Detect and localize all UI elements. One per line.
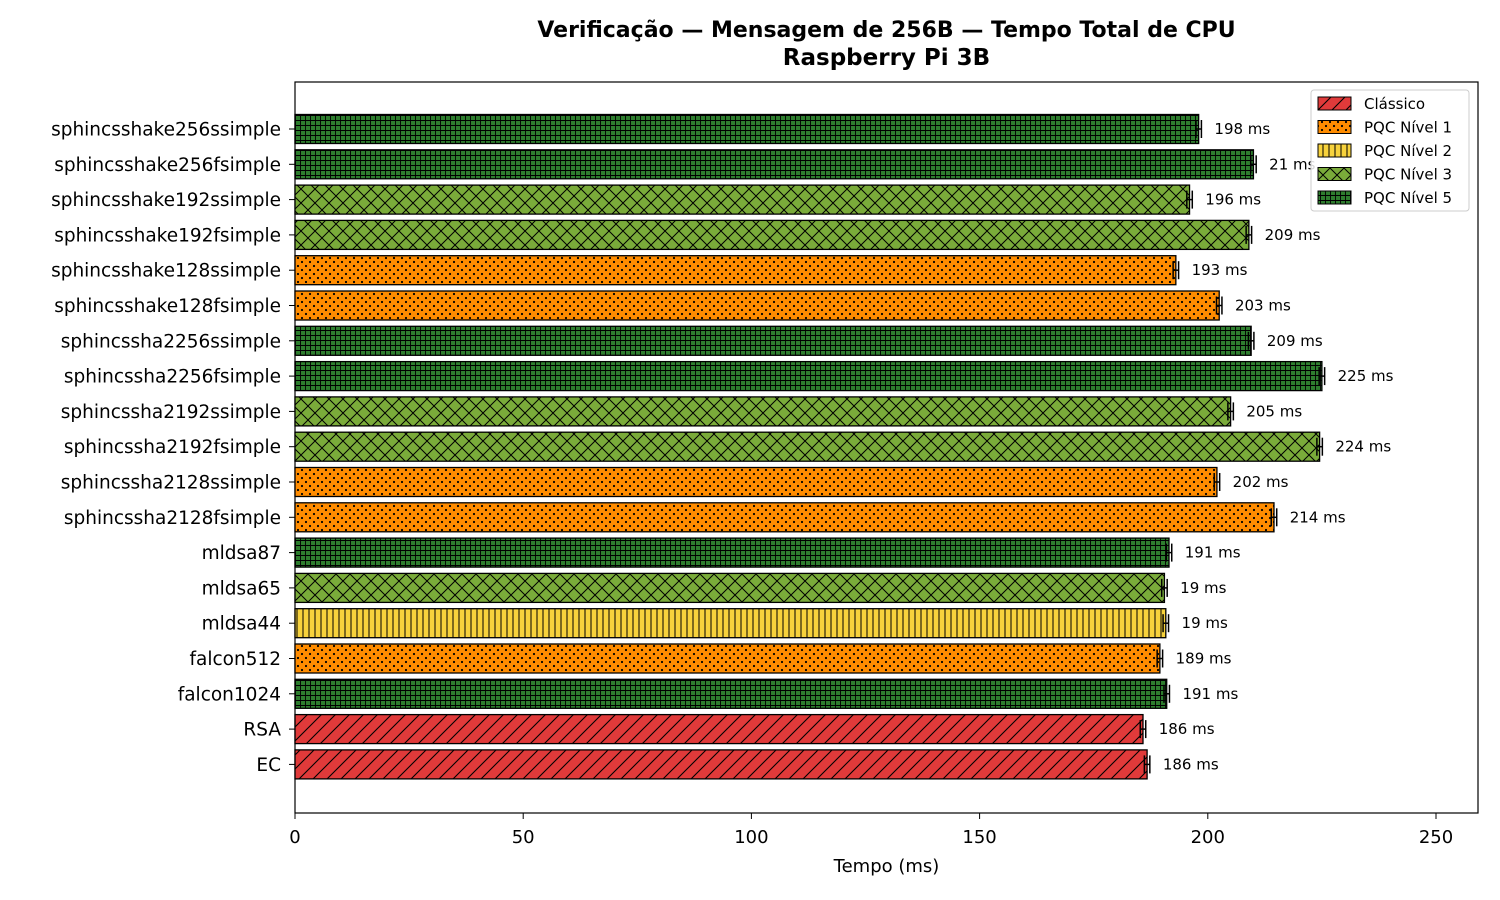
bar	[294, 678, 1168, 709]
bar	[294, 749, 1148, 780]
data-label: 21 ms	[1269, 155, 1315, 173]
data-label: 191 ms	[1182, 685, 1238, 703]
data-label: 202 ms	[1233, 473, 1289, 491]
legend-swatch	[1317, 167, 1352, 181]
bar	[294, 713, 1144, 745]
y-tick-label: sphincssha2128fsimple	[64, 508, 281, 529]
y-tick-label: falcon512	[189, 649, 281, 670]
legend-swatch	[1317, 190, 1352, 205]
y-tick-label: mldsa44	[202, 614, 281, 635]
y-tick-label: falcon1024	[178, 684, 281, 705]
bar	[294, 325, 1252, 356]
bar	[294, 396, 1232, 427]
y-tick-label: sphincsshake256ssimple	[51, 120, 281, 141]
bar	[294, 219, 1250, 251]
legend-swatch	[1317, 143, 1352, 158]
x-tick-label: 250	[1419, 827, 1453, 848]
y-tick-label: sphincsshake192fsimple	[54, 225, 281, 246]
data-label: 205 ms	[1246, 402, 1302, 420]
y-tick-label: sphincsshake256fsimple	[54, 155, 281, 176]
bar	[294, 466, 1218, 498]
bar	[294, 290, 1220, 321]
y-tick-label: RSA	[243, 720, 281, 741]
bar	[294, 113, 1200, 145]
legend-label: Clássico	[1364, 95, 1425, 113]
y-tick-label: sphincssha2256fsimple	[64, 367, 281, 388]
bar	[294, 502, 1275, 533]
legend-label: PQC Nível 2	[1364, 142, 1452, 160]
bar	[294, 360, 1323, 392]
legend-label: PQC Nível 5	[1364, 189, 1452, 207]
bar	[294, 149, 1255, 180]
data-label: 189 ms	[1176, 650, 1232, 668]
data-label: 191 ms	[1185, 544, 1241, 562]
chart-subtitle: Raspberry Pi 3B	[782, 45, 991, 71]
data-label: 198 ms	[1214, 120, 1270, 138]
y-tick-label: mldsa87	[202, 543, 281, 564]
bar	[294, 643, 1161, 674]
y-tick-label: sphincsshake128fsimple	[54, 296, 281, 317]
x-tick-label: 150	[962, 827, 996, 848]
y-tick-label: sphincsshake128ssimple	[51, 261, 281, 282]
data-label: 203 ms	[1235, 297, 1291, 315]
data-label: 186 ms	[1163, 755, 1219, 773]
bar	[294, 255, 1177, 286]
legend-swatch	[1317, 120, 1352, 134]
legend-label: PQC Nível 3	[1364, 166, 1452, 184]
x-tick-label: 200	[1191, 827, 1225, 848]
data-label: 19 ms	[1180, 579, 1226, 597]
y-tick-label: sphincssha2192ssimple	[61, 402, 281, 423]
x-tick-label: 0	[289, 827, 300, 848]
bar	[294, 184, 1191, 215]
data-label: 214 ms	[1290, 508, 1346, 526]
x-axis-label: Tempo (ms)	[833, 856, 940, 877]
data-label: 224 ms	[1335, 438, 1391, 456]
bar	[294, 431, 1321, 462]
data-label: 196 ms	[1205, 191, 1261, 209]
bar	[294, 537, 1170, 568]
legend-label: PQC Nível 1	[1364, 119, 1452, 137]
legend-swatch	[1317, 96, 1352, 111]
data-label: 209 ms	[1267, 332, 1323, 350]
y-tick-label: mldsa65	[202, 578, 281, 599]
bar	[294, 572, 1166, 604]
x-tick-label: 50	[512, 827, 535, 848]
data-label: 209 ms	[1265, 226, 1321, 244]
y-tick-label: sphincssha2128ssimple	[61, 473, 281, 494]
y-tick-label: EC	[256, 755, 281, 776]
data-label: 19 ms	[1182, 614, 1228, 632]
y-tick-label: sphincssha2256ssimple	[61, 331, 281, 352]
chart-title: Verificação — Mensagem de 256B — Tempo T…	[537, 18, 1236, 43]
data-label: 186 ms	[1159, 720, 1215, 738]
x-tick-label: 100	[734, 827, 768, 848]
bar	[294, 608, 1167, 639]
y-tick-label: sphincsshake192ssimple	[51, 190, 281, 211]
y-tick-label: sphincssha2192fsimple	[64, 437, 281, 458]
data-label: 225 ms	[1338, 367, 1394, 385]
data-label: 193 ms	[1192, 261, 1248, 279]
